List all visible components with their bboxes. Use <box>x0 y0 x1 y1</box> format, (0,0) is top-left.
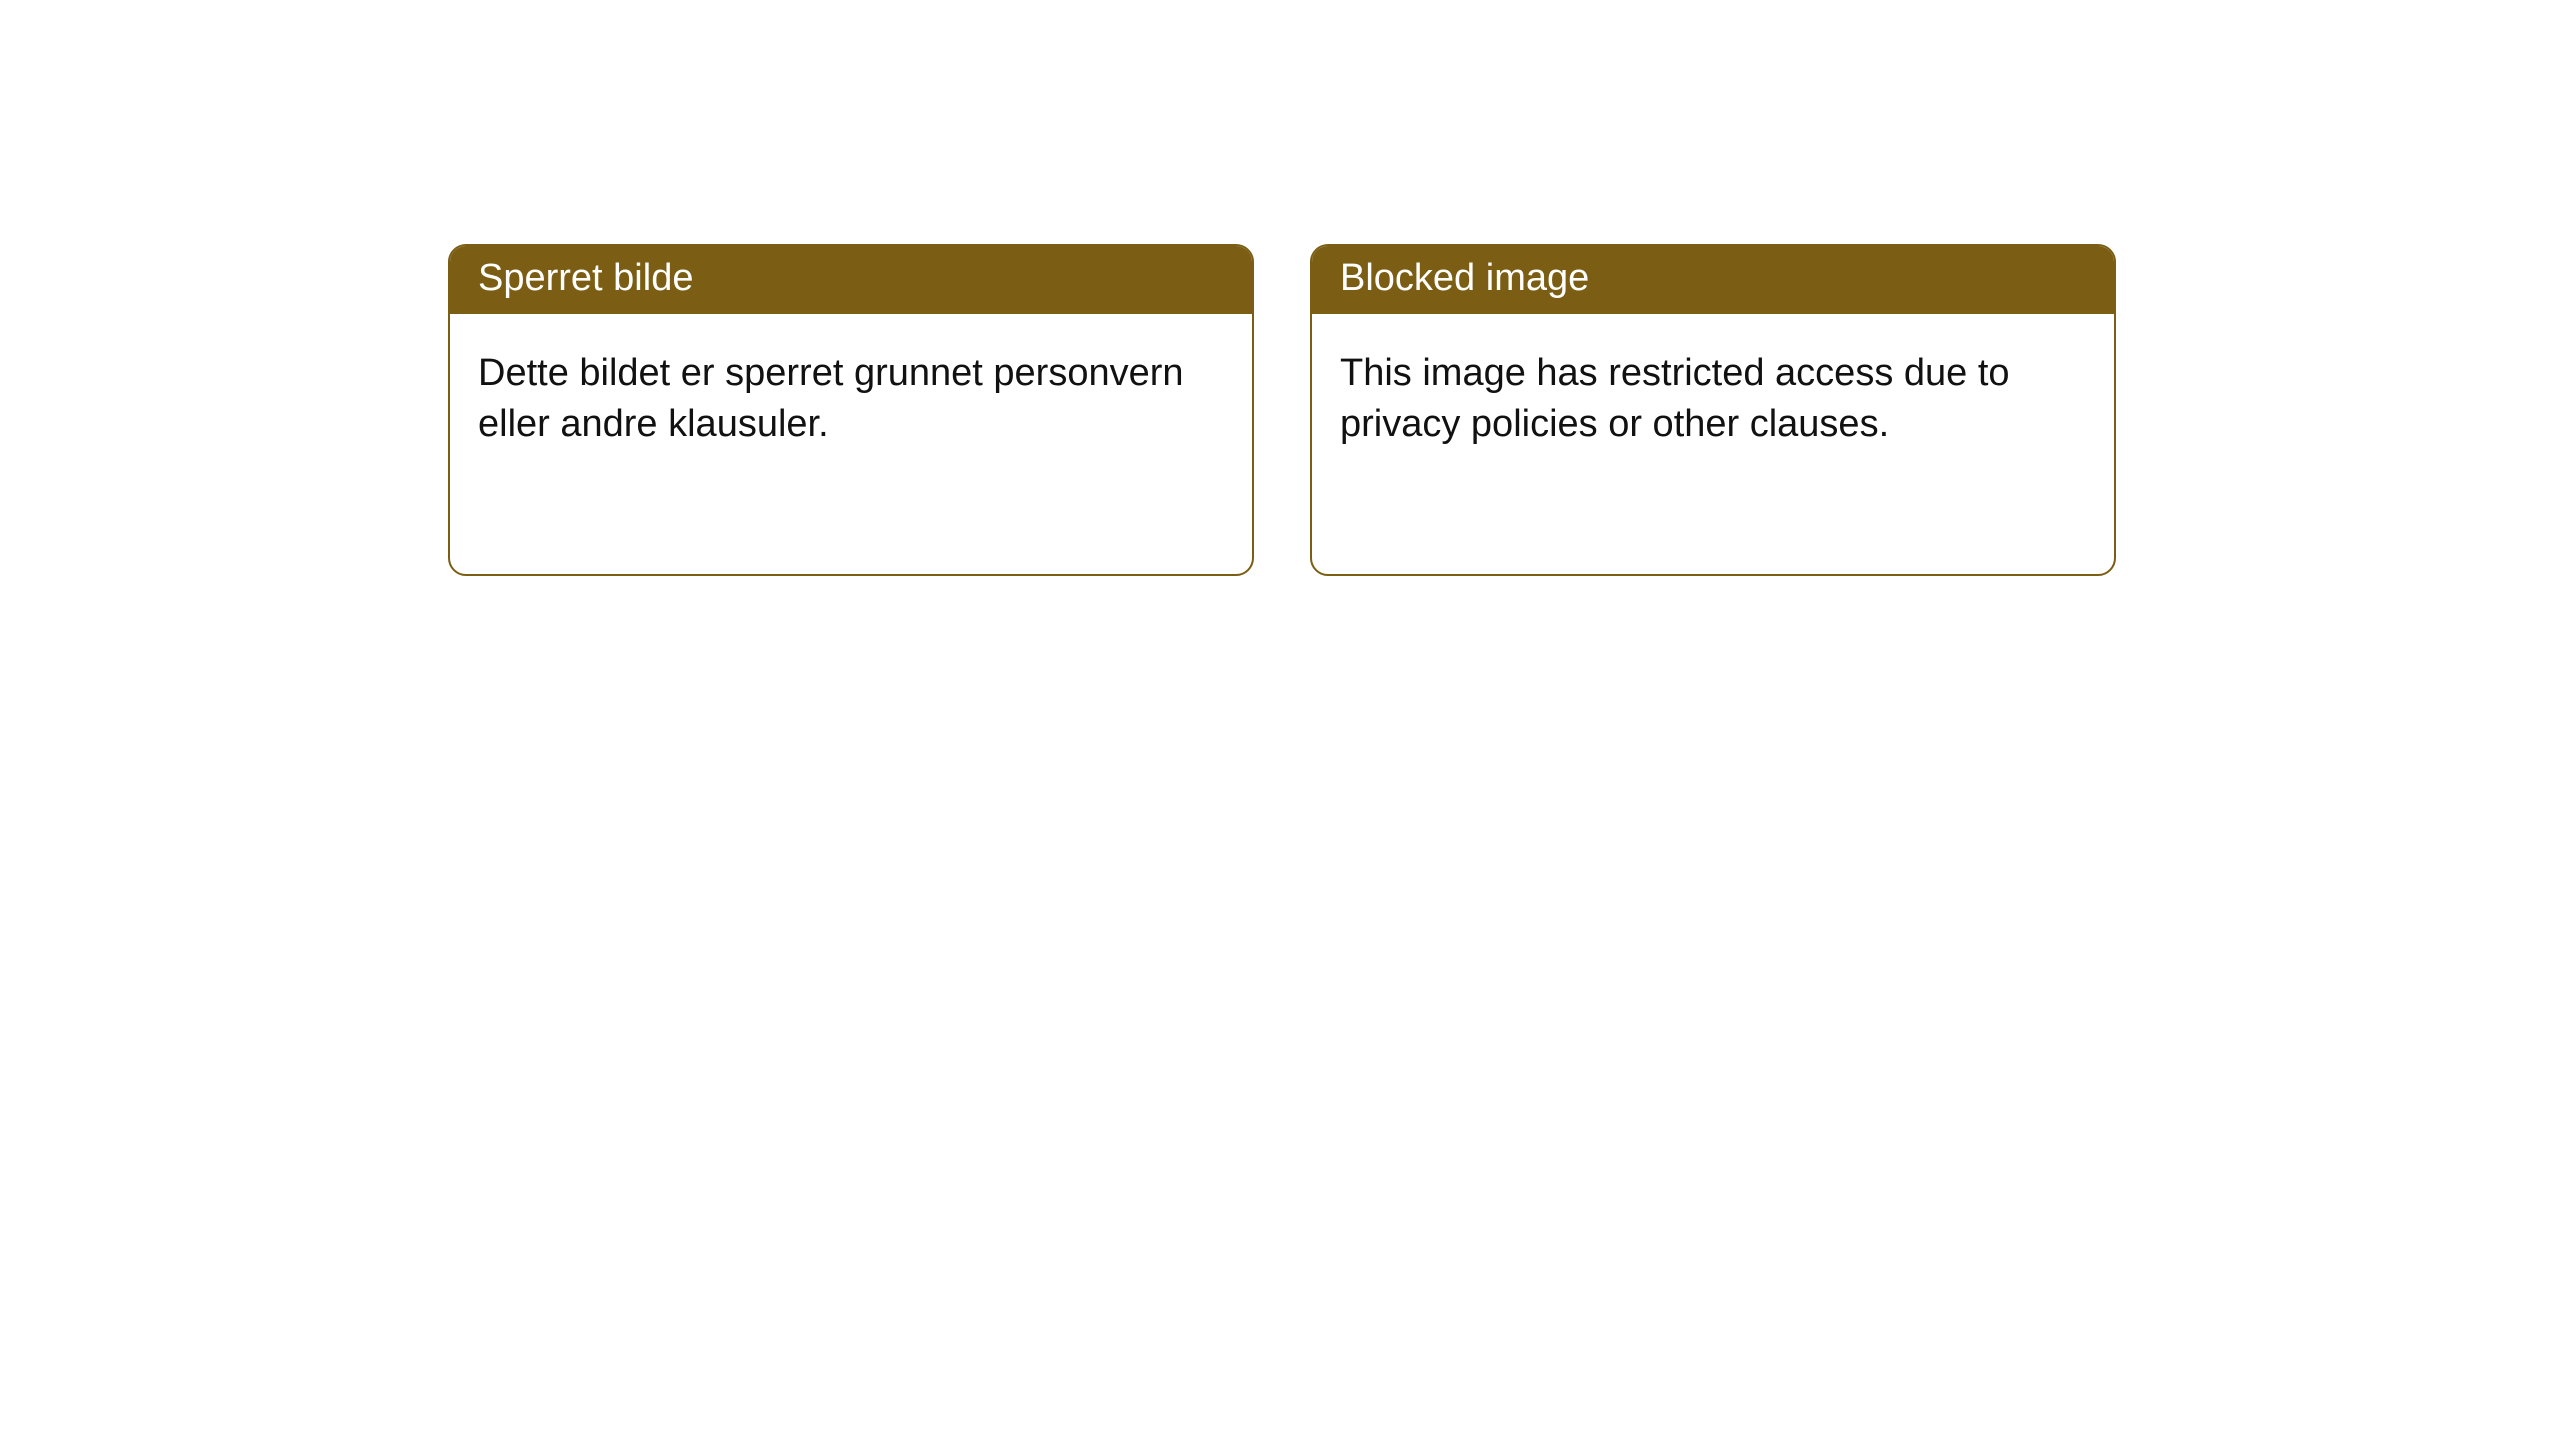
card-header: Sperret bilde <box>450 246 1252 314</box>
card-message: Dette bildet er sperret grunnet personve… <box>478 352 1184 445</box>
card-title: Sperret bilde <box>478 257 693 299</box>
card-header: Blocked image <box>1312 246 2114 314</box>
card-body: Dette bildet er sperret grunnet personve… <box>450 314 1252 485</box>
card-message: This image has restricted access due to … <box>1340 352 2010 445</box>
notice-cards-container: Sperret bilde Dette bildet er sperret gr… <box>448 244 2116 576</box>
card-body: This image has restricted access due to … <box>1312 314 2114 485</box>
blocked-image-card-no: Sperret bilde Dette bildet er sperret gr… <box>448 244 1254 576</box>
blocked-image-card-en: Blocked image This image has restricted … <box>1310 244 2116 576</box>
card-title: Blocked image <box>1340 257 1589 299</box>
